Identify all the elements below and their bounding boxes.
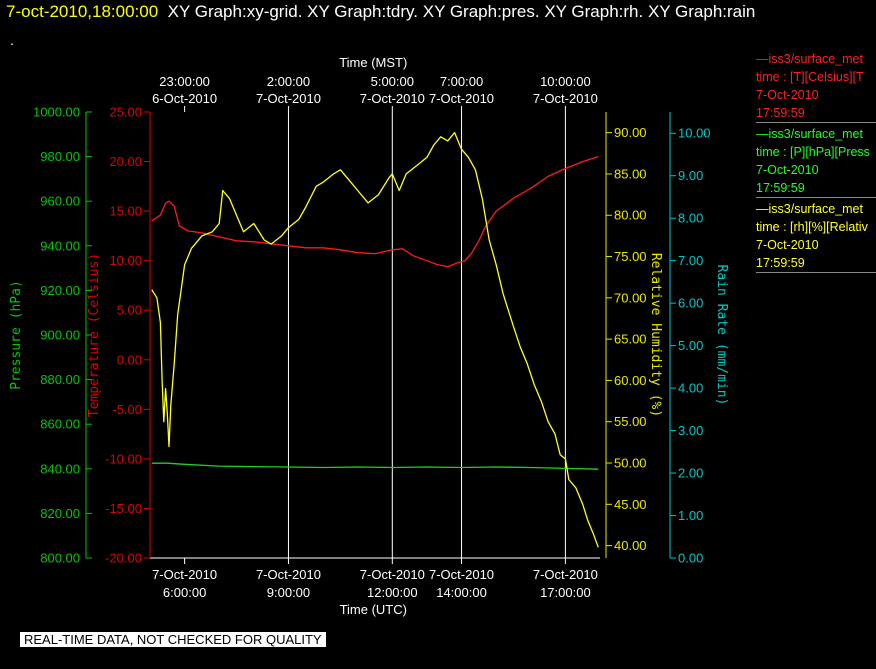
temperature-tick-label: -10.00 xyxy=(105,451,142,466)
x-tick-time-label: 9:00:00 xyxy=(267,585,310,600)
legend: —iss3/surface_met time : [T][Celsius][T 7-… xyxy=(756,50,876,275)
window-title: 7-oct-2010,18:00:00 XY Graph:xy-grid. XY… xyxy=(6,2,755,22)
legend-entry-line: 7-Oct-2010 xyxy=(756,88,819,102)
rh-tick-label: 90.00 xyxy=(614,125,647,140)
temperature-axis-title: Temperature (Celsius) xyxy=(87,253,102,417)
rain-tick-label: 10.00 xyxy=(678,126,711,141)
rh-tick-label: 75.00 xyxy=(614,249,647,264)
pressure-tick-label: 900.00 xyxy=(40,328,80,343)
temperature-tick-label: 15.00 xyxy=(109,204,142,219)
pressure-tick-label: 940.00 xyxy=(40,238,80,253)
rh-tick-label: 85.00 xyxy=(614,166,647,181)
temperature-tick-label: -15.00 xyxy=(105,501,142,516)
legend-entry-line: —iss3/surface_met xyxy=(756,127,863,141)
pressure-axis-title: Pressure (hPa) xyxy=(9,280,24,390)
rh-axis-title: Relative Humidity (%) xyxy=(648,253,663,417)
rain-tick-label: 2.00 xyxy=(678,466,703,481)
temperature-tick-label: -5.00 xyxy=(112,402,142,417)
rain-tick-label: 6.00 xyxy=(678,296,703,311)
x-top-tick-time-label: 2:00:00 xyxy=(267,74,310,89)
x-axis-title: Time (UTC) xyxy=(340,602,407,617)
pressure-tick-label: 840.00 xyxy=(40,461,80,476)
pressure-tick-label: 980.00 xyxy=(40,149,80,164)
status-dot: . xyxy=(10,32,14,48)
rain-tick-label: 3.00 xyxy=(678,423,703,438)
x-top-tick-date-label: 7-Oct-2010 xyxy=(429,91,494,106)
x-top-tick-date-label: 6-Oct-2010 xyxy=(152,91,217,106)
pressure-tick-label: 880.00 xyxy=(40,372,80,387)
rain-tick-label: 8.00 xyxy=(678,211,703,226)
x-tick-time-label: 6:00:00 xyxy=(163,585,206,600)
x-top-axis-title: Time (MST) xyxy=(339,55,407,70)
x-tick-date-label: 7-Oct-2010 xyxy=(360,567,425,582)
rh-tick-label: 80.00 xyxy=(614,208,647,223)
pressure-tick-label: 860.00 xyxy=(40,417,80,432)
series-line-rh xyxy=(151,131,599,548)
rh-tick-label: 65.00 xyxy=(614,332,647,347)
pressure-tick-label: 960.00 xyxy=(40,194,80,209)
timestamp-label: 7-oct-2010,18:00:00 xyxy=(6,2,159,21)
x-tick-time-label: 14:00:00 xyxy=(436,585,487,600)
x-top-tick-date-label: 7-Oct-2010 xyxy=(533,91,598,106)
temperature-tick-label: 25.00 xyxy=(109,105,142,120)
rh-tick-label: 40.00 xyxy=(614,538,647,553)
legend-entry-line: 17:59:59 xyxy=(756,106,805,120)
legend-entry-line: time : [rh][%][Relativ xyxy=(756,220,868,234)
series-line-temperature xyxy=(151,155,599,268)
x-top-tick-time-label: 5:00:00 xyxy=(371,74,414,89)
rain-tick-label: 9.00 xyxy=(678,168,703,183)
temperature-tick-label: 5.00 xyxy=(117,303,142,318)
x-top-tick-date-label: 7-Oct-2010 xyxy=(256,91,321,106)
x-tick-date-label: 7-Oct-2010 xyxy=(533,567,598,582)
quality-notice: REAL-TIME DATA, NOT CHECKED FOR QUALITY xyxy=(20,632,326,647)
temperature-tick-label: -20.00 xyxy=(105,551,142,566)
temperature-tick-label: 20.00 xyxy=(109,154,142,169)
rain-tick-label: 1.00 xyxy=(678,508,703,523)
x-tick-date-label: 7-Oct-2010 xyxy=(256,567,321,582)
series-line-pressure xyxy=(151,462,599,470)
pressure-tick-label: 820.00 xyxy=(40,506,80,521)
rain-tick-label: 4.00 xyxy=(678,381,703,396)
x-tick-date-label: 7-Oct-2010 xyxy=(152,567,217,582)
rain-tick-label: 7.00 xyxy=(678,253,703,268)
legend-entry-line: time : [T][Celsius][T xyxy=(756,70,864,84)
legend-entry-line: 7-Oct-2010 xyxy=(756,238,819,252)
x-tick-date-label: 7-Oct-2010 xyxy=(429,567,494,582)
x-top-tick-date-label: 7-Oct-2010 xyxy=(360,91,425,106)
pressure-tick-label: 1000.00 xyxy=(33,105,80,120)
x-tick-time-label: 12:00:00 xyxy=(367,585,418,600)
rh-tick-label: 60.00 xyxy=(614,373,647,388)
x-top-tick-time-label: 10:00:00 xyxy=(540,74,591,89)
rain-tick-label: 0.00 xyxy=(678,551,703,566)
x-top-tick-time-label: 7:00:00 xyxy=(440,74,483,89)
rh-tick-label: 70.00 xyxy=(614,290,647,305)
legend-entry-line: —iss3/surface_met xyxy=(756,52,863,66)
temperature-tick-label: 0.00 xyxy=(117,352,142,367)
rh-tick-label: 45.00 xyxy=(614,497,647,512)
legend-entry-line: time : [P][hPa][Press xyxy=(756,145,870,159)
rh-tick-label: 50.00 xyxy=(614,456,647,471)
rh-tick-label: 55.00 xyxy=(614,414,647,429)
legend-entry-line: —iss3/surface_met xyxy=(756,202,863,216)
graph-list-label: XY Graph:xy-grid. XY Graph:tdry. XY Grap… xyxy=(167,2,756,21)
temperature-tick-label: 10.00 xyxy=(109,253,142,268)
x-tick-time-label: 17:00:00 xyxy=(540,585,591,600)
x-top-tick-time-label: 23:00:00 xyxy=(159,74,210,89)
pressure-tick-label: 920.00 xyxy=(40,283,80,298)
pressure-tick-label: 800.00 xyxy=(40,551,80,566)
legend-entry-line: 7-Oct-2010 xyxy=(756,163,819,177)
rain-axis-title: Rain Rate (mm/min) xyxy=(714,265,729,406)
rain-tick-label: 5.00 xyxy=(678,338,703,353)
legend-entry-line: 17:59:59 xyxy=(756,256,805,270)
legend-entry-line: 17:59:59 xyxy=(756,181,805,195)
